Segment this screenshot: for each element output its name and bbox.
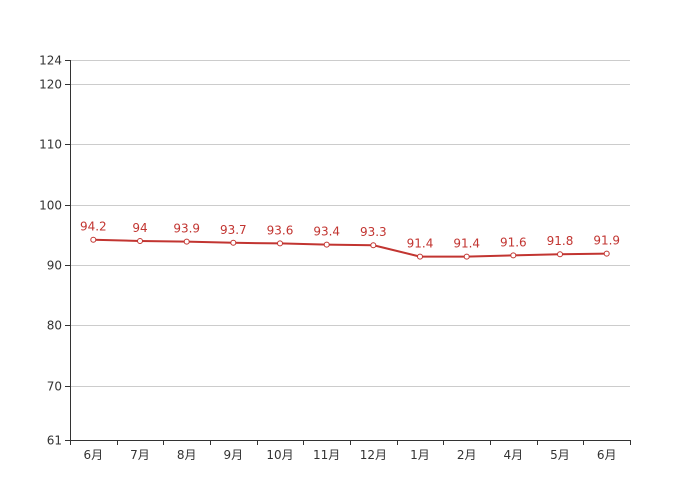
data-point bbox=[370, 242, 377, 249]
x-tick-label: 4月 bbox=[504, 448, 524, 462]
y-tick-label: 80 bbox=[47, 319, 62, 333]
y-tick-label: 110 bbox=[39, 138, 62, 152]
x-tick-label: 7月 bbox=[130, 448, 150, 462]
x-tick-label: 1月 bbox=[410, 448, 430, 462]
data-label: 91.4 bbox=[407, 237, 434, 251]
data-label: 93.4 bbox=[313, 225, 340, 239]
x-tick-label: 9月 bbox=[224, 448, 244, 462]
series-line bbox=[93, 238, 607, 258]
data-point bbox=[603, 250, 610, 257]
y-tick-label: 100 bbox=[39, 199, 62, 213]
axes: 61 70 80 90 100 110 120 124 6月 7月 8月 9月 10月 11月 12月 1月 2… bbox=[39, 54, 631, 462]
y-tick-label: 61 bbox=[47, 434, 62, 448]
data-label: 91.4 bbox=[453, 237, 480, 251]
x-tick-label: 8月 bbox=[177, 448, 197, 462]
x-tick-label: 12月 bbox=[360, 448, 387, 462]
x-tick-label: 6月 bbox=[597, 448, 617, 462]
x-tick-label: 2月 bbox=[457, 448, 477, 462]
data-point bbox=[230, 239, 237, 246]
series-layer bbox=[90, 236, 610, 260]
x-tick-label: 11月 bbox=[313, 448, 340, 462]
x-tick-label: 6月 bbox=[84, 448, 104, 462]
data-label: 94.2 bbox=[80, 220, 107, 234]
data-point bbox=[417, 253, 423, 260]
x-tick-label: 5月 bbox=[550, 448, 570, 462]
data-label: 93.7 bbox=[220, 223, 247, 237]
data-point bbox=[137, 238, 143, 244]
data-point bbox=[183, 238, 190, 245]
data-point bbox=[557, 251, 563, 258]
data-label: 91.8 bbox=[547, 234, 574, 248]
y-tick-label: 70 bbox=[47, 380, 62, 394]
data-label: 93.3 bbox=[360, 225, 387, 239]
data-label: 94 bbox=[132, 221, 147, 235]
data-label: 91.9 bbox=[593, 234, 620, 248]
grid-lines bbox=[70, 60, 630, 387]
data-label: 91.6 bbox=[500, 235, 527, 249]
y-tick-label: 90 bbox=[47, 259, 62, 273]
data-point bbox=[323, 241, 330, 248]
data-point bbox=[463, 253, 470, 260]
data-label: 93.6 bbox=[267, 223, 294, 237]
data-label: 93.9 bbox=[173, 222, 200, 236]
data-point bbox=[277, 240, 283, 247]
y-tick-label: 120 bbox=[39, 78, 62, 92]
x-tick-label: 10月 bbox=[266, 448, 293, 462]
y-tick-label: 124 bbox=[39, 54, 62, 68]
data-point bbox=[510, 252, 517, 259]
data-labels: 94.2 94 93.9 93.7 93.6 93.4 93.3 91.4 91.4 91.6 91… bbox=[80, 220, 620, 251]
data-point bbox=[90, 236, 97, 243]
